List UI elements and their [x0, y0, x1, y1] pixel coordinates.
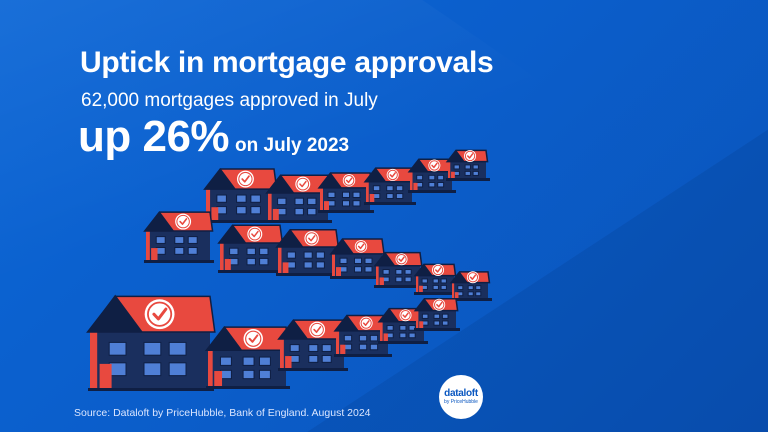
- house-icon: [413, 298, 460, 331]
- house-icon: [449, 271, 492, 301]
- house-icon: [445, 149, 490, 181]
- change-suffix: on July 2023: [235, 135, 350, 156]
- subtitle: 62,000 mortgages approved in July: [81, 90, 378, 111]
- house-icon: [329, 238, 386, 279]
- house-icon: [407, 158, 456, 193]
- house-icon: [373, 251, 424, 288]
- house-icon: [317, 172, 374, 213]
- house-icon: [277, 319, 348, 371]
- house-icon: [363, 167, 416, 205]
- house-icon: [204, 326, 290, 389]
- change-value: up 26%: [78, 112, 230, 161]
- house-icon: [143, 211, 214, 263]
- logo-tagline: by PriceHubble: [444, 399, 478, 405]
- house-icon: [86, 294, 216, 391]
- logo-name: dataloft: [444, 388, 478, 399]
- source-note: Source: Dataloft by PriceHubble, Bank of…: [74, 407, 371, 419]
- house-icon: [217, 224, 284, 273]
- headline-stat: up 26% on July 2023: [78, 112, 349, 162]
- house-icon: [265, 174, 332, 223]
- house-icon: [413, 263, 458, 295]
- house-icon: [275, 228, 340, 276]
- house-icon: [203, 167, 278, 223]
- house-icon: [377, 307, 428, 344]
- dataloft-logo: dataloft by PriceHubble: [439, 375, 483, 419]
- page-title: Uptick in mortgage approvals: [80, 46, 494, 79]
